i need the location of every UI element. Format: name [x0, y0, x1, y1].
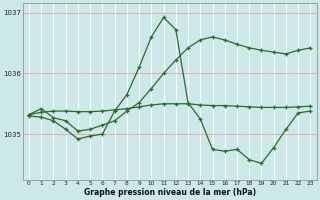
X-axis label: Graphe pression niveau de la mer (hPa): Graphe pression niveau de la mer (hPa) [84, 188, 256, 197]
